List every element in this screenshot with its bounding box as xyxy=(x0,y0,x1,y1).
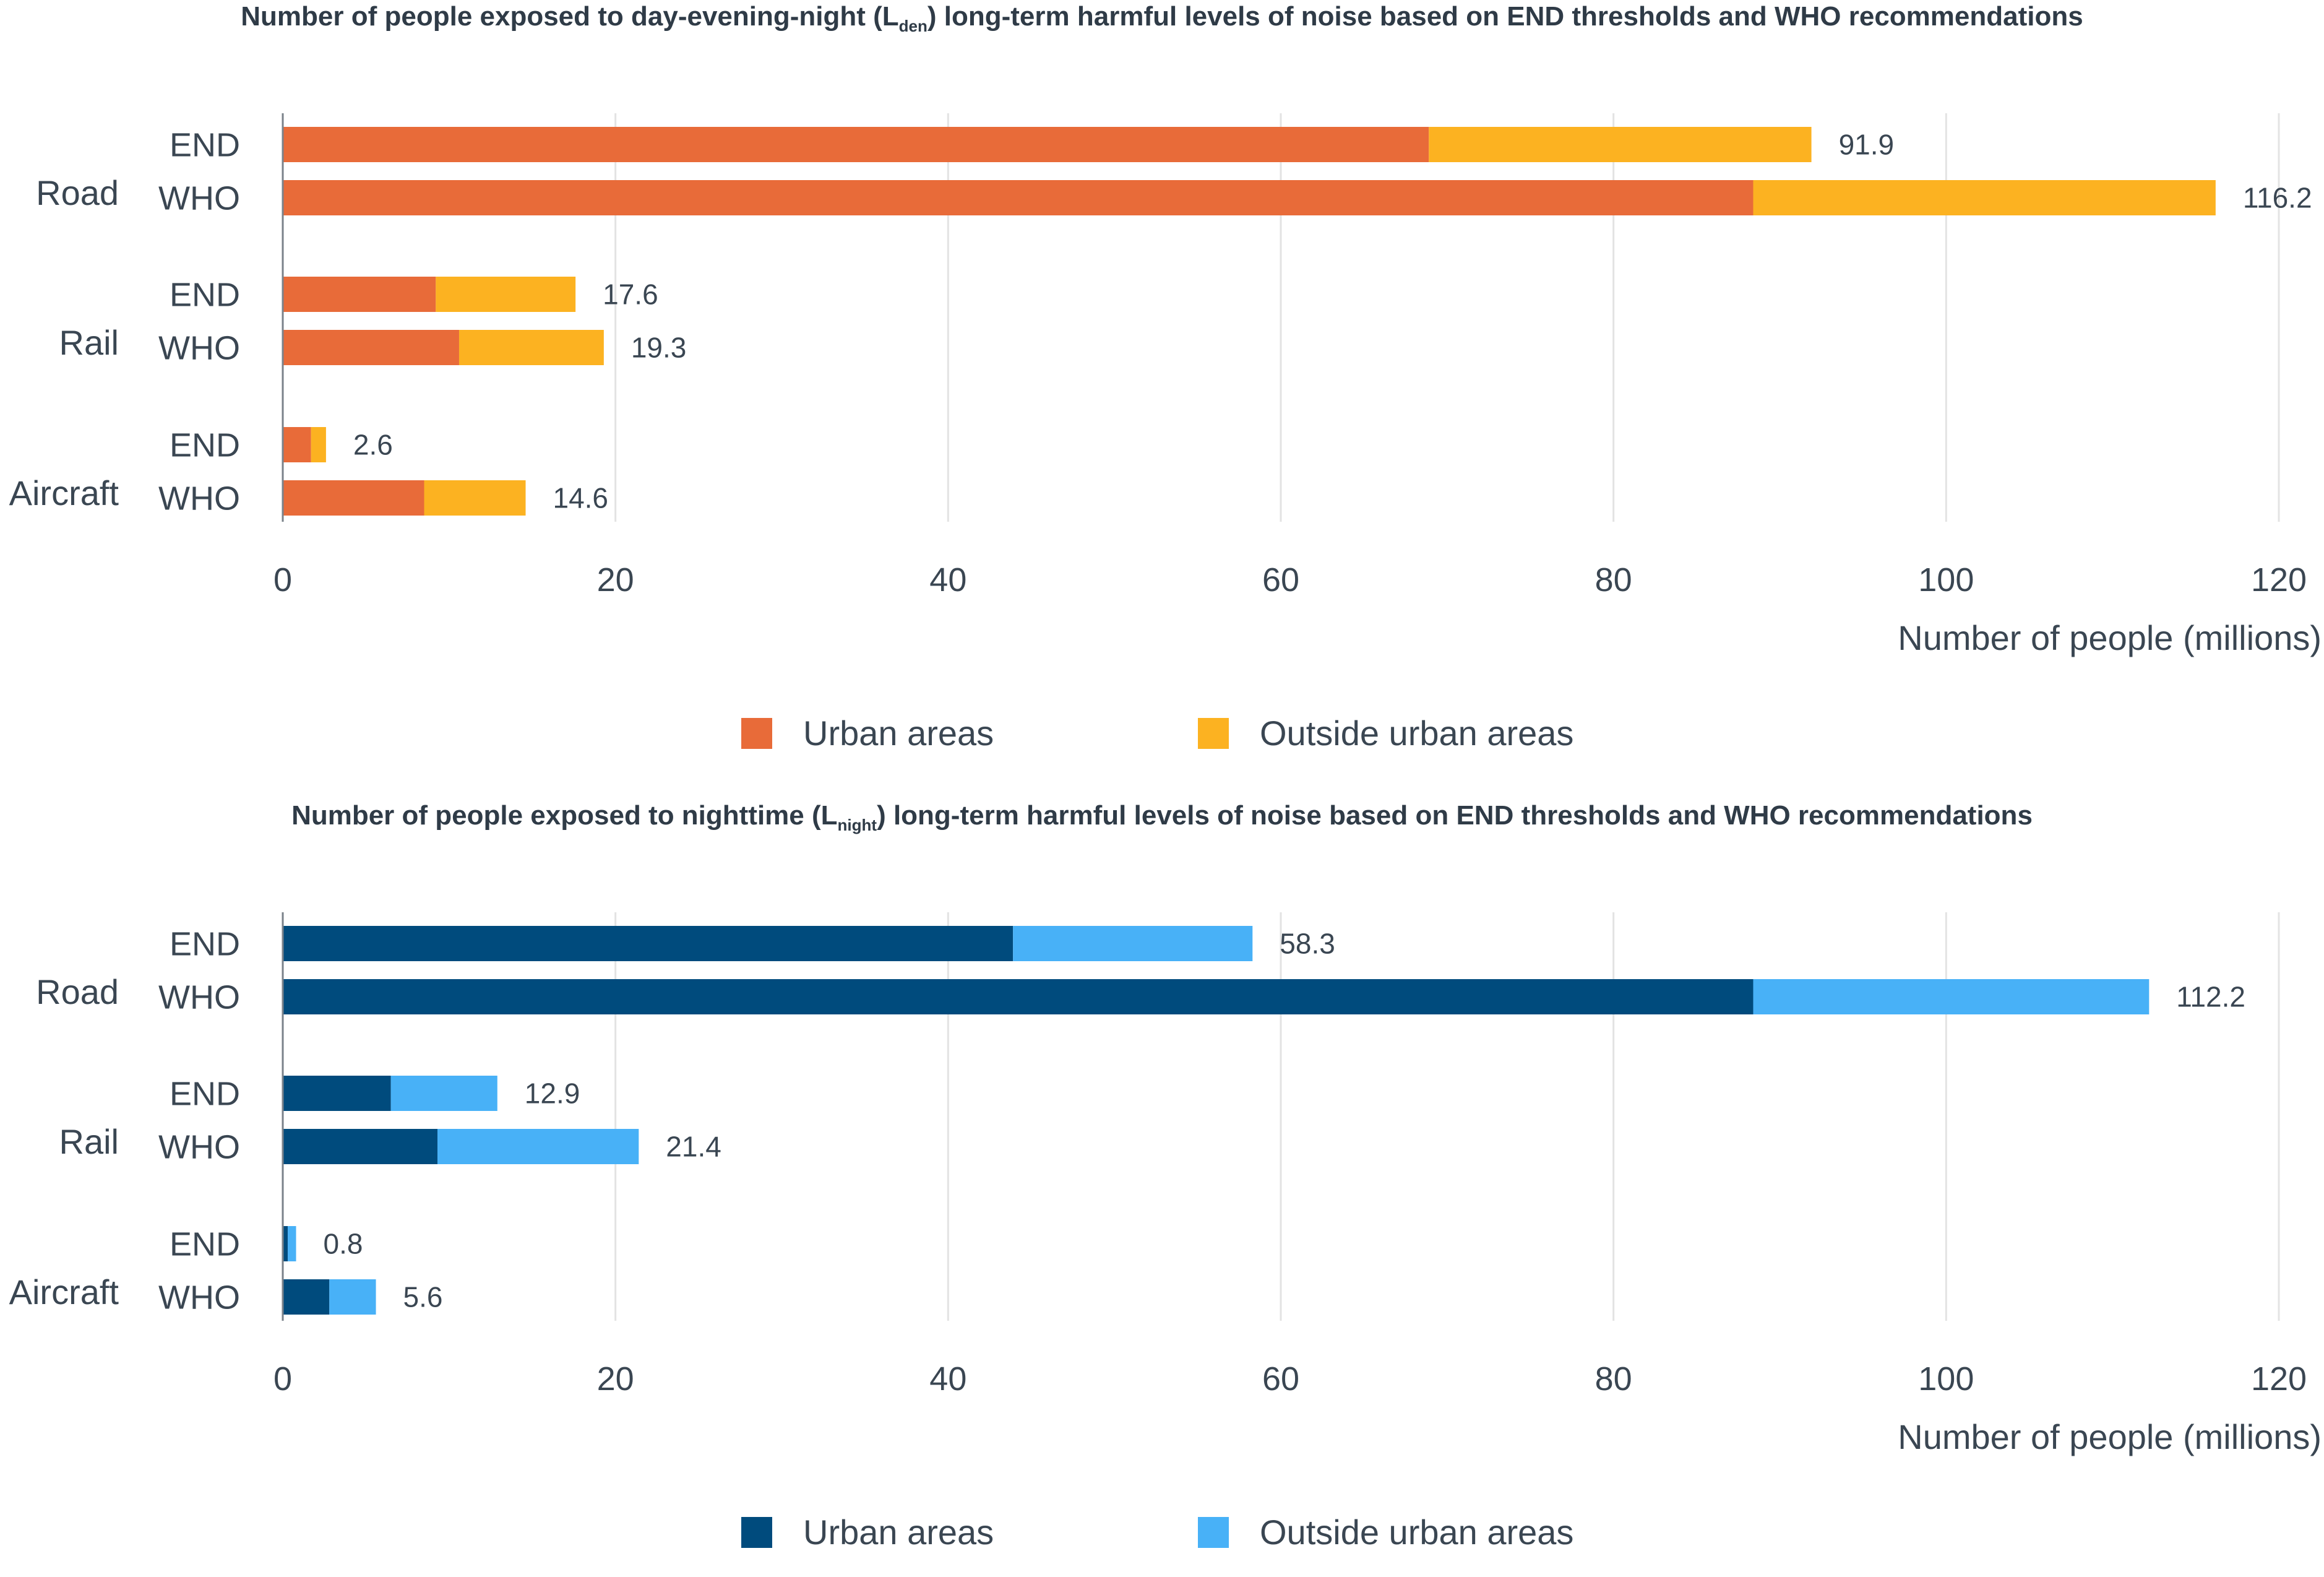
data-label: 19.3 xyxy=(631,332,687,364)
x-tick-label: 0 xyxy=(273,561,292,598)
group-label: Rail xyxy=(59,323,119,362)
legend-swatch-urban xyxy=(741,1516,772,1548)
legend-swatch-urban xyxy=(741,717,772,749)
x-tick-label: 120 xyxy=(2251,1360,2307,1398)
legend-item-outside: Outside urban areas xyxy=(1198,1512,1573,1552)
bar-outside xyxy=(1753,979,2150,1014)
x-axis-title: Number of people (millions) xyxy=(1898,618,2322,657)
lnight-chart-panel: Number of people exposed to nighttime (L… xyxy=(0,799,2324,1577)
bar-outside xyxy=(437,1129,639,1164)
legend-swatch-outside xyxy=(1198,1516,1229,1548)
subcategory-label: WHO xyxy=(158,330,240,367)
bar-outside xyxy=(1753,180,2216,215)
chart-title-end: ) long-term harmful levels of noise base… xyxy=(877,800,2033,831)
x-tick-label: 40 xyxy=(929,561,966,598)
chart-title-start: Number of people exposed to nighttime (L xyxy=(291,800,838,831)
subcategory-label: END xyxy=(170,277,240,314)
x-tick-label: 100 xyxy=(1918,1360,1974,1398)
legend-item-urban: Urban areas xyxy=(741,1512,994,1552)
bar-outside xyxy=(1429,127,1812,162)
bar-outside xyxy=(424,480,526,516)
subcategory-label: WHO xyxy=(158,979,240,1016)
bar-urban xyxy=(283,330,459,365)
group-label: Rail xyxy=(59,1122,119,1161)
legend-label-outside: Outside urban areas xyxy=(1260,1513,1574,1552)
legend-label-urban: Urban areas xyxy=(803,714,994,753)
legend-item-urban: Urban areas xyxy=(741,713,994,753)
subcategory-label: END xyxy=(170,427,240,464)
bar-outside xyxy=(329,1279,376,1315)
subcategory-label: WHO xyxy=(158,1279,240,1316)
group-label: Road xyxy=(36,972,119,1011)
subcategory-label: END xyxy=(170,1226,240,1263)
bar-urban xyxy=(283,127,1429,162)
bar-urban xyxy=(283,427,311,462)
bar-outside xyxy=(311,427,326,462)
x-tick-label: 20 xyxy=(597,561,634,598)
bar-outside xyxy=(436,277,576,312)
subcategory-label: END xyxy=(170,127,240,164)
x-tick-label: 100 xyxy=(1918,561,1974,598)
bar-urban xyxy=(283,277,436,312)
subcategory-label: WHO xyxy=(158,180,240,217)
chart-title-subscript: night xyxy=(837,815,877,834)
x-tick-label: 80 xyxy=(1595,1360,1632,1398)
group-label: Road xyxy=(36,173,119,212)
bar-urban xyxy=(283,1226,288,1261)
bar-urban xyxy=(283,926,1014,961)
bar-outside xyxy=(288,1226,296,1261)
data-label: 0.8 xyxy=(324,1228,363,1260)
x-tick-label: 0 xyxy=(273,1360,292,1398)
data-label: 91.9 xyxy=(1839,129,1895,161)
lden-chart-panel: Number of people exposed to day-evening-… xyxy=(0,0,2324,778)
group-label: Aircraft xyxy=(9,473,119,512)
data-label: 58.3 xyxy=(1280,928,1335,960)
bar-outside xyxy=(1013,926,1253,961)
group-label: Aircraft xyxy=(9,1272,119,1311)
data-label: 12.9 xyxy=(525,1078,580,1110)
lnight-bar-chart: 58.3 END 112.2 WHO Road 12.9 END 21.4 WHO Rail 0.8… xyxy=(9,912,2322,1456)
legend-item-outside: Outside urban areas xyxy=(1198,713,1573,753)
subcategory-label: END xyxy=(170,1076,240,1113)
subcategory-label: WHO xyxy=(158,480,240,517)
x-axis-title: Number of people (millions) xyxy=(1898,1417,2322,1456)
x-tick-label: 60 xyxy=(1262,1360,1299,1398)
x-tick-label: 20 xyxy=(597,1360,634,1398)
x-tick-label: 120 xyxy=(2251,561,2307,598)
bar-urban xyxy=(283,1076,391,1111)
bar-urban xyxy=(283,180,1754,215)
x-tick-label: 60 xyxy=(1262,561,1299,598)
chart-title-end: ) long-term harmful levels of noise base… xyxy=(927,1,2083,32)
subcategory-label: WHO xyxy=(158,1129,240,1166)
bar-outside xyxy=(458,330,604,365)
chart-title: Number of people exposed to day-evening-… xyxy=(0,1,2324,36)
data-label: 14.6 xyxy=(553,482,608,514)
bar-urban xyxy=(283,1129,438,1164)
bar-urban xyxy=(283,1279,330,1315)
bar-urban xyxy=(283,480,424,516)
data-label: 2.6 xyxy=(353,429,393,461)
subcategory-label: END xyxy=(170,926,240,963)
bar-outside xyxy=(390,1076,497,1111)
bar-urban xyxy=(283,979,1754,1014)
data-label: 112.2 xyxy=(2176,981,2245,1013)
x-tick-label: 40 xyxy=(929,1360,966,1398)
data-label: 5.6 xyxy=(403,1281,443,1313)
chart-legend: Urban areas Outside urban areas xyxy=(0,713,2324,756)
chart-title: Number of people exposed to nighttime (L… xyxy=(0,800,2324,835)
data-label: 17.6 xyxy=(603,279,658,311)
x-tick-label: 80 xyxy=(1595,561,1632,598)
data-label: 21.4 xyxy=(666,1131,721,1163)
chart-title-start: Number of people exposed to day-evening-… xyxy=(241,1,899,32)
lden-bar-chart: 91.9 END 116.2 WHO Road 17.6 END 19.3 WHO Rail 2.6… xyxy=(9,113,2322,657)
chart-title-subscript: den xyxy=(898,16,927,35)
legend-label-outside: Outside urban areas xyxy=(1260,714,1574,753)
chart-legend: Urban areas Outside urban areas xyxy=(0,1512,2324,1555)
data-label: 116.2 xyxy=(2243,182,2312,214)
legend-label-urban: Urban areas xyxy=(803,1513,994,1552)
legend-swatch-outside xyxy=(1198,717,1229,749)
